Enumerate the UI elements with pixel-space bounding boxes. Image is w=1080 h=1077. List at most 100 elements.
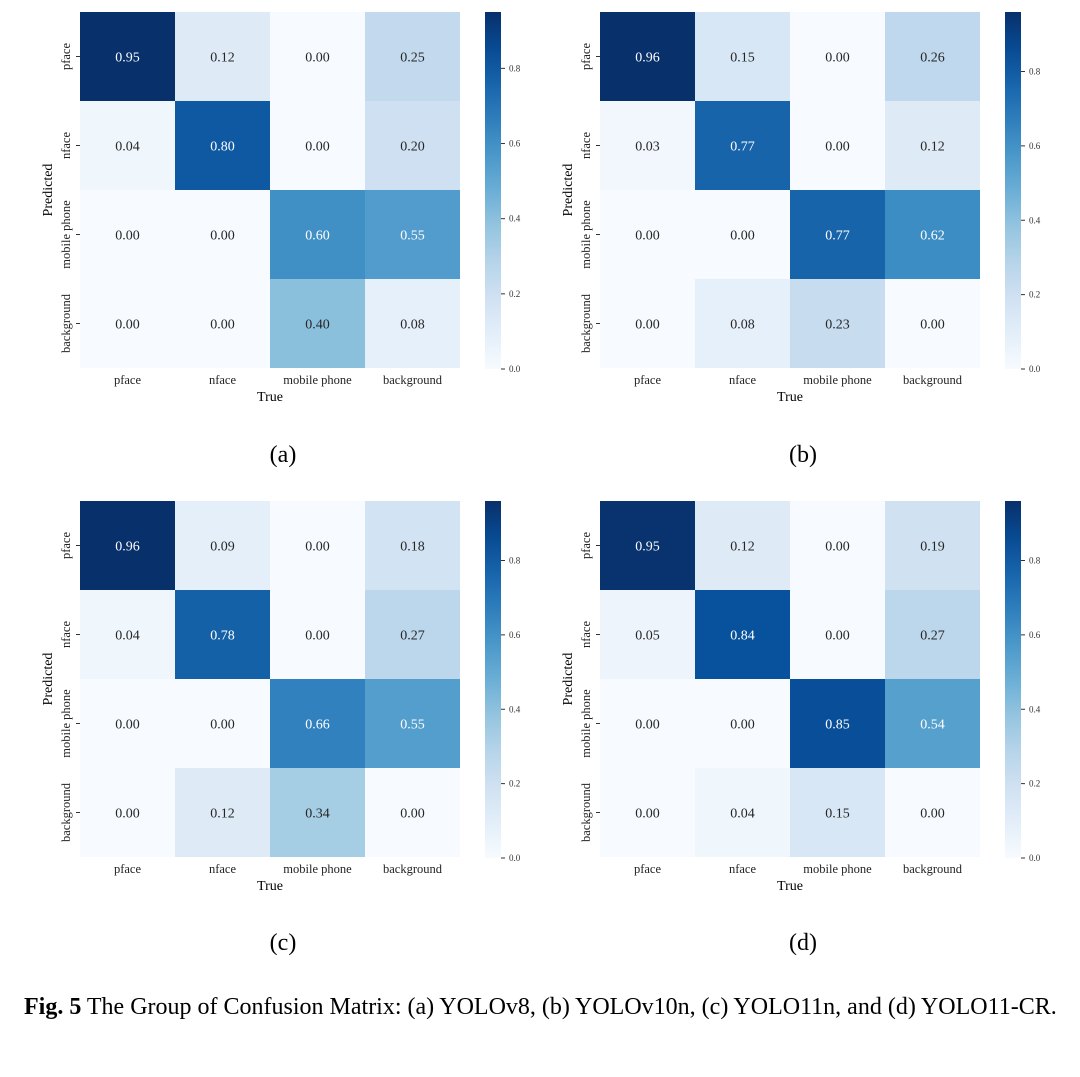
cell-value-d-r2-c0: 0.00 <box>635 718 660 733</box>
colorbar-tick-label-b-0: 0.0 <box>1029 364 1041 374</box>
cell-value-b-r1-c1: 0.77 <box>730 140 755 155</box>
cell-d-r3-c1 <box>695 768 790 857</box>
cell-value-b-r2-c1: 0.00 <box>730 229 755 244</box>
row-label-c-1: nface <box>59 621 73 649</box>
colorbar-tick-label-d-4: 0.8 <box>1029 556 1041 566</box>
heatmap-svg-a: 0.95 0.12 0.00 0.250.04 0.80 0.00 0.200.00 0.00… <box>41 12 521 405</box>
x-axis-title-a: True <box>257 390 283 405</box>
col-label-a-1: nface <box>209 373 237 387</box>
cell-c-r1-c2 <box>270 590 365 679</box>
colorbar-tick-label-c-2: 0.4 <box>509 704 521 714</box>
cell-value-b-r2-c3: 0.62 <box>920 229 945 244</box>
cell-value-b-r1-c2: 0.00 <box>825 140 850 155</box>
cell-value-d-r3-c2: 0.15 <box>825 807 850 822</box>
cell-value-a-r2-c2: 0.60 <box>305 229 330 244</box>
cell-a-r1-c0 <box>80 101 175 190</box>
subfigure-label-d: (d) <box>789 930 817 956</box>
y-axis-title-a: Predicted <box>41 164 56 217</box>
cell-value-a-r0-c3: 0.25 <box>400 51 425 66</box>
col-label-c-3: background <box>383 862 443 876</box>
figure-caption: Fig. 5 The Group of Confusion Matrix: (a… <box>24 978 1064 1036</box>
col-label-a-0: pface <box>114 373 142 387</box>
cell-a-r3-c3 <box>365 279 460 368</box>
cell-value-c-r3-c1: 0.12 <box>210 807 235 822</box>
cell-value-d-r2-c2: 0.85 <box>825 718 850 733</box>
col-label-c-0: pface <box>114 862 142 876</box>
cell-value-a-r3-c2: 0.40 <box>305 318 330 333</box>
col-label-b-1: nface <box>729 373 757 387</box>
cell-d-r0-c1 <box>695 501 790 590</box>
cell-value-a-r1-c2: 0.00 <box>305 140 330 155</box>
cell-value-a-r2-c1: 0.00 <box>210 229 235 244</box>
figure-label: Fig. 5 <box>24 994 82 1020</box>
cell-d-r0-c2 <box>790 501 885 590</box>
cell-value-d-r3-c0: 0.00 <box>635 807 660 822</box>
cell-b-r1-c1 <box>695 101 790 190</box>
cell-b-r0-c2 <box>790 12 885 101</box>
cell-value-d-r3-c3: 0.00 <box>920 807 945 822</box>
row-label-d-1: nface <box>579 621 593 649</box>
cell-value-b-r0-c3: 0.26 <box>920 51 945 66</box>
cell-value-b-r1-c0: 0.03 <box>635 140 660 155</box>
cell-d-r1-c3 <box>885 590 980 679</box>
cell-b-r3-c2 <box>790 279 885 368</box>
cell-d-r0-c0 <box>600 501 695 590</box>
cell-a-r3-c0 <box>80 279 175 368</box>
cell-d-r1-c0 <box>600 590 695 679</box>
cell-a-r0-c2 <box>270 12 365 101</box>
cell-value-c-r0-c1: 0.09 <box>210 540 235 555</box>
colorbar-tick-label-a-2: 0.4 <box>509 214 521 224</box>
cell-d-r3-c3 <box>885 768 980 857</box>
colorbar-tick-label-c-1: 0.2 <box>509 779 520 789</box>
cell-value-a-r3-c1: 0.00 <box>210 318 235 333</box>
colorbar-a <box>485 12 501 369</box>
cell-value-c-r2-c0: 0.00 <box>115 718 140 733</box>
col-label-d-1: nface <box>729 862 757 876</box>
row-label-a-0: pface <box>59 43 73 71</box>
cell-value-d-r1-c3: 0.27 <box>920 629 945 644</box>
cell-value-b-r1-c3: 0.12 <box>920 140 945 155</box>
cell-a-r1-c2 <box>270 101 365 190</box>
cell-b-r0-c0 <box>600 12 695 101</box>
colorbar-tick-label-d-0: 0.0 <box>1029 853 1041 863</box>
cell-c-r1-c0 <box>80 590 175 679</box>
cell-value-a-r0-c2: 0.00 <box>305 51 330 66</box>
cell-d-r0-c3 <box>885 501 980 590</box>
cell-b-r1-c3 <box>885 101 980 190</box>
colorbar-tick-label-d-2: 0.4 <box>1029 704 1041 714</box>
colorbar-tick-label-b-4: 0.8 <box>1029 67 1041 77</box>
row-label-b-1: nface <box>579 132 593 160</box>
x-axis-title-b: True <box>777 390 803 405</box>
cell-d-r2-c0 <box>600 679 695 768</box>
colorbar-tick-label-c-4: 0.8 <box>509 556 521 566</box>
cell-value-b-r2-c2: 0.77 <box>825 229 850 244</box>
cell-b-r2-c3 <box>885 190 980 279</box>
cell-value-d-r0-c1: 0.12 <box>730 540 755 555</box>
cell-value-d-r1-c1: 0.84 <box>730 629 755 644</box>
cell-a-r0-c3 <box>365 12 460 101</box>
row-label-c-0: pface <box>59 532 73 560</box>
col-label-d-3: background <box>903 862 963 876</box>
row-label-a-3: background <box>59 293 73 353</box>
cell-d-r2-c3 <box>885 679 980 768</box>
cell-value-a-r2-c3: 0.55 <box>400 229 425 244</box>
cell-value-c-r3-c2: 0.34 <box>305 807 330 822</box>
colorbar-tick-label-b-3: 0.6 <box>1029 141 1041 151</box>
cell-d-r3-c0 <box>600 768 695 857</box>
colorbar-tick-label-b-1: 0.2 <box>1029 290 1040 300</box>
col-label-b-2: mobile phone <box>803 373 872 387</box>
cell-value-c-r0-c0: 0.96 <box>115 540 140 555</box>
cell-c-r3-c2 <box>270 768 365 857</box>
cell-a-r0-c0 <box>80 12 175 101</box>
colorbar-d <box>1005 501 1021 858</box>
colorbar-tick-label-c-3: 0.6 <box>509 630 521 640</box>
cell-value-c-r1-c3: 0.27 <box>400 629 425 644</box>
cell-value-b-r3-c0: 0.00 <box>635 318 660 333</box>
heatmap-svg-b: 0.96 0.15 0.00 0.260.03 0.77 0.00 0.120.00 0.00… <box>561 12 1041 405</box>
cell-c-r2-c0 <box>80 679 175 768</box>
cell-c-r1-c3 <box>365 590 460 679</box>
cell-c-r3-c3 <box>365 768 460 857</box>
row-label-c-2: mobile phone <box>59 689 73 758</box>
cell-c-r3-c0 <box>80 768 175 857</box>
colorbar-tick-label-c-0: 0.0 <box>509 853 521 863</box>
